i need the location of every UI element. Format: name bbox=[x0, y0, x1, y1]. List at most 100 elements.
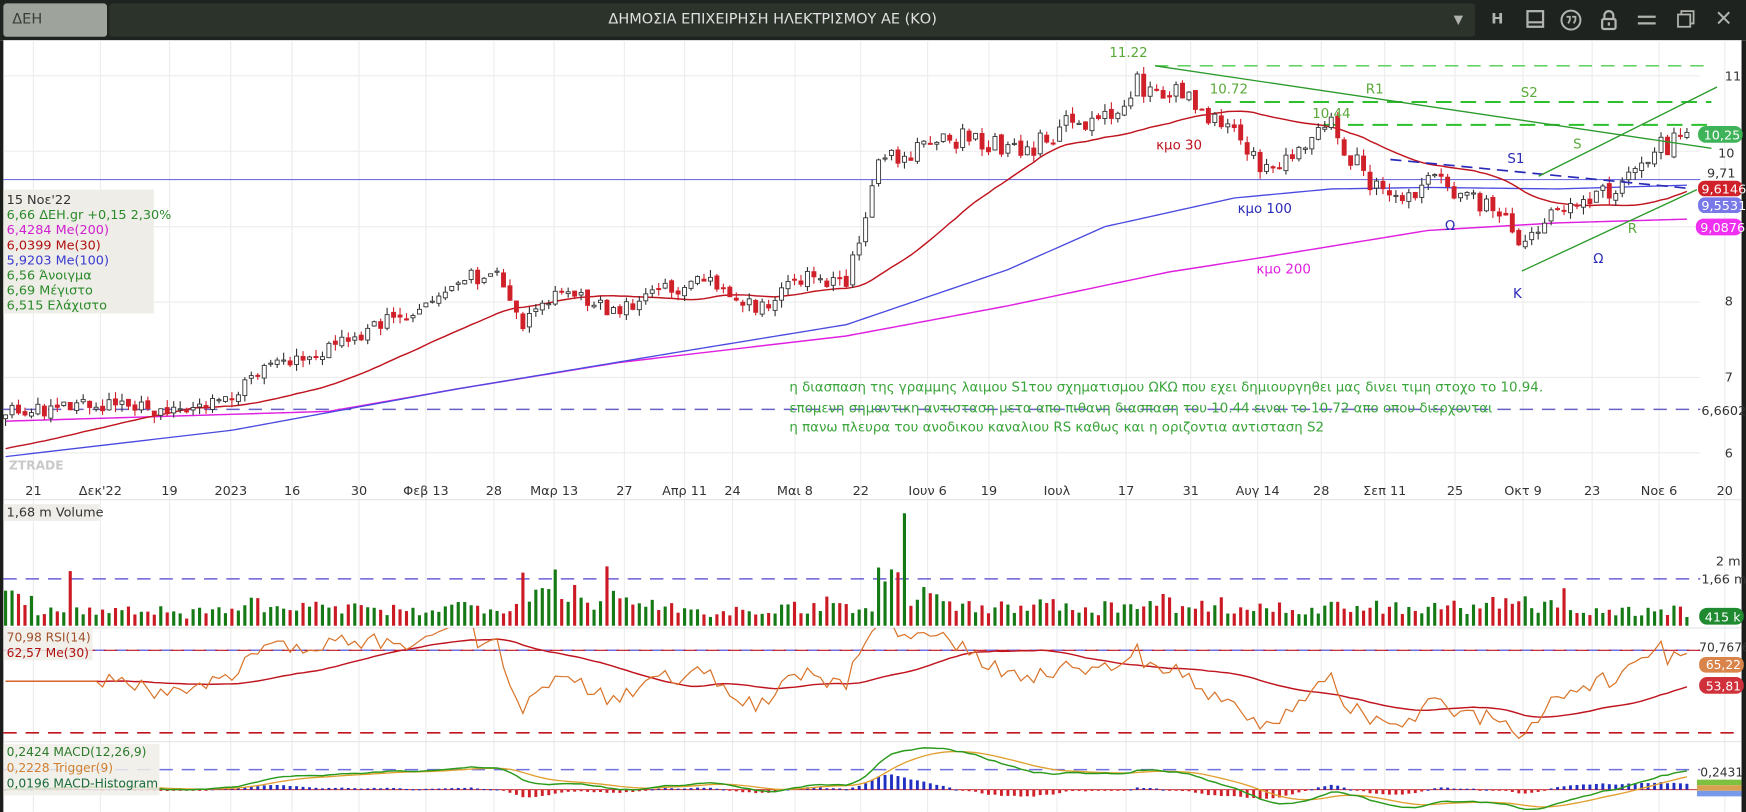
volume-bar bbox=[1439, 609, 1443, 626]
macd-hist-bar bbox=[314, 787, 318, 790]
volume-bar bbox=[1155, 605, 1159, 626]
lock-icon[interactable] bbox=[1598, 9, 1620, 31]
macd-hist-bar bbox=[573, 789, 577, 792]
candle bbox=[973, 132, 979, 140]
date-axis[interactable]: 21 Δεκ'22 19 2023 16 30 Φεβ 13 28 Μαρ 13 27 Απρ 11… bbox=[25, 484, 1733, 499]
candle bbox=[125, 398, 131, 407]
candle bbox=[1238, 124, 1244, 141]
h-icon[interactable]: Η bbox=[1491, 11, 1504, 28]
candle bbox=[572, 290, 578, 297]
macd-hist-bar bbox=[366, 788, 370, 790]
candle bbox=[74, 402, 80, 411]
macd-hist-bar bbox=[165, 789, 169, 792]
channel-upper-s[interactable] bbox=[1538, 86, 1718, 177]
chart-area[interactable]: ZTRADE 11.22 10.72 10.44 R1 S2 S S1 R K … bbox=[0, 40, 1746, 812]
date-tick: Ιουλ bbox=[1044, 484, 1071, 499]
volume-bar bbox=[55, 611, 59, 626]
candle bbox=[507, 285, 513, 301]
volume-bar bbox=[560, 599, 564, 626]
volume-bar bbox=[204, 613, 208, 626]
volume-bar bbox=[1071, 610, 1075, 626]
volume-bar bbox=[1510, 603, 1514, 626]
candle bbox=[216, 399, 222, 402]
candle bbox=[1458, 192, 1464, 199]
volume-bar bbox=[805, 613, 810, 626]
symbol-input[interactable]: ΔΕΗ bbox=[3, 3, 108, 37]
macd-panel: 0,2424 MACD(12,26,9) 0,2228 Trigger(9) 0… bbox=[3, 743, 1743, 811]
candle bbox=[830, 277, 836, 286]
macd-hist-bar bbox=[430, 788, 434, 790]
instrument-selector[interactable] bbox=[109, 3, 1476, 37]
macd-hist-bar bbox=[1491, 789, 1495, 791]
macd-hist-bar bbox=[476, 788, 480, 790]
candle bbox=[559, 290, 565, 293]
macd-hist-bar bbox=[831, 788, 835, 790]
macd-hist-bar bbox=[870, 779, 874, 790]
macd-hist-bar bbox=[243, 787, 247, 790]
volume-bar bbox=[1549, 600, 1553, 626]
date-tick: Αυγ 14 bbox=[1236, 484, 1280, 499]
date-tick: 25 bbox=[1447, 484, 1463, 499]
macd-hist-bar bbox=[282, 785, 286, 790]
macd-hist-bar bbox=[1239, 789, 1243, 797]
volume-bar bbox=[1025, 610, 1029, 626]
volume-bar bbox=[482, 613, 486, 626]
candle bbox=[345, 337, 351, 342]
price-axis[interactable]: 11 10 8 7 6 10,25 9,71 9,6146 9,5531 9,0… bbox=[1695, 69, 1746, 461]
volume-bar bbox=[101, 609, 105, 626]
close-icon[interactable] bbox=[1713, 9, 1735, 31]
candle bbox=[804, 271, 810, 288]
candle bbox=[1665, 136, 1670, 156]
macd-hist-bar bbox=[1051, 789, 1055, 795]
macd-hist-bar bbox=[1504, 789, 1508, 791]
candle bbox=[1425, 175, 1431, 185]
menu-icon[interactable] bbox=[1636, 9, 1658, 31]
candle bbox=[1632, 168, 1638, 174]
candle bbox=[442, 291, 448, 299]
dropdown-icon[interactable]: ▼ bbox=[1453, 12, 1464, 27]
macd-hist-bar bbox=[1006, 789, 1010, 796]
volume-last-badge bbox=[1699, 607, 1744, 625]
candle bbox=[190, 407, 196, 411]
volume-bar bbox=[1556, 607, 1560, 626]
volume-bar bbox=[172, 611, 176, 626]
trendline-r1[interactable] bbox=[1154, 65, 1712, 150]
neckline-s1[interactable] bbox=[1390, 158, 1691, 190]
macd-hist-bar bbox=[909, 779, 913, 790]
volume-bar bbox=[883, 581, 887, 626]
candle bbox=[675, 290, 681, 295]
volume-bar bbox=[1161, 593, 1165, 626]
macd-hist-bar bbox=[495, 789, 499, 791]
candle bbox=[1652, 151, 1658, 165]
volume-bar bbox=[36, 615, 40, 626]
panel-icon[interactable] bbox=[1524, 9, 1546, 31]
quote-icon[interactable] bbox=[1560, 9, 1582, 31]
macd-hist-bar bbox=[372, 787, 376, 790]
candle bbox=[365, 327, 371, 341]
macd-badge bbox=[1696, 779, 1742, 786]
macd-hist-bar bbox=[676, 788, 680, 790]
macd-hist-bar bbox=[1452, 788, 1456, 790]
macd-hist-bar bbox=[1666, 783, 1669, 790]
candle bbox=[701, 278, 707, 282]
volume-bar bbox=[16, 593, 21, 626]
volume-bar bbox=[243, 605, 247, 626]
macd-hist-bar bbox=[877, 776, 881, 790]
instrument-title: ΔΗΜΟΣΙΑ ΕΠΙΧΕΙΡΗΣΗ ΗΛΕΚΤΡΙΣΜΟΥ ΑΕ (ΚΟ) bbox=[608, 11, 937, 28]
channel-lower-r[interactable] bbox=[1521, 189, 1698, 272]
macd-hist-bar bbox=[974, 789, 978, 792]
volume-label: 1,68 m Volume bbox=[7, 505, 104, 520]
macd-hist-bar bbox=[230, 788, 234, 790]
volume-bar bbox=[637, 603, 641, 626]
macd-hist-bar bbox=[1640, 782, 1644, 790]
restore-icon[interactable] bbox=[1675, 9, 1697, 31]
macd-hist-bar bbox=[1193, 789, 1197, 793]
volume-bar bbox=[217, 607, 221, 626]
macd-hist-bar bbox=[346, 787, 350, 790]
macd-hist-bar bbox=[611, 789, 615, 793]
rsi-panel: 70,98 RSI(14) 62,57 Me(30) 70,7676 65,22… bbox=[3, 627, 1746, 740]
volume-bar bbox=[870, 611, 874, 626]
volume-bar bbox=[385, 615, 389, 626]
candle bbox=[785, 281, 791, 290]
macd-hist-bar bbox=[534, 789, 538, 797]
